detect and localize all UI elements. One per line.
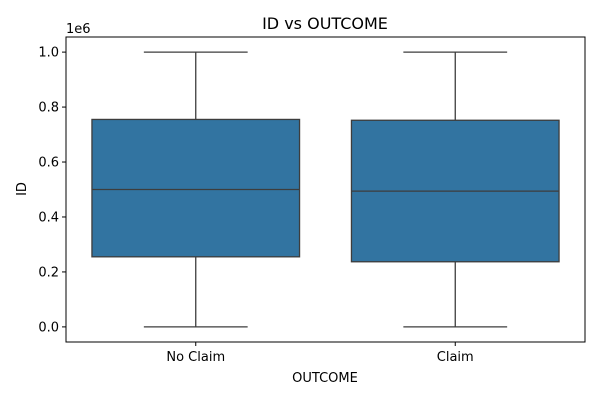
y-tick-label: 0.2 xyxy=(38,265,59,280)
chart-title: ID vs OUTCOME xyxy=(262,14,388,33)
y-axis-offset-label: 1e6 xyxy=(66,22,91,37)
x-tick-label: No Claim xyxy=(166,350,225,365)
y-tick-label: 0.4 xyxy=(38,210,59,225)
y-tick-label: 0.8 xyxy=(38,101,59,116)
y-tick-label: 1.0 xyxy=(38,46,59,61)
plot-area: 0.0 0.2 0.4 0.6 0.8 1.0 No Claim Claim xyxy=(38,36,586,365)
y-tick-label: 0.6 xyxy=(38,156,59,171)
x-axis-label: OUTCOME xyxy=(292,371,358,386)
x-tick-label: Claim xyxy=(437,350,474,365)
plot-frame xyxy=(65,36,586,343)
box-no-claim xyxy=(91,118,301,258)
y-axis-label: ID xyxy=(15,182,30,196)
y-tick-label: 0.0 xyxy=(38,320,59,335)
